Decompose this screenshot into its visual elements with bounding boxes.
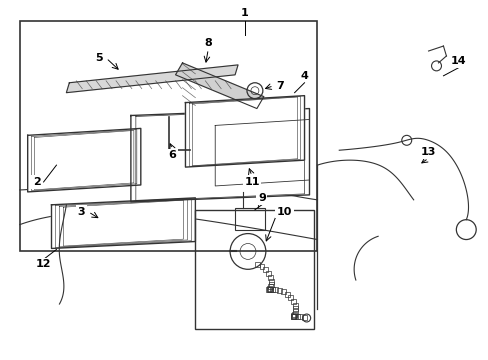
Bar (265, 271, 270, 276)
Bar (269, 287, 274, 292)
Bar (268, 279, 273, 284)
Bar (266, 287, 271, 292)
Bar (267, 287, 272, 292)
Bar (267, 275, 272, 280)
Bar (291, 313, 296, 318)
Text: 14: 14 (449, 56, 465, 66)
Polygon shape (66, 65, 238, 93)
Text: 7: 7 (275, 81, 283, 91)
Text: 3: 3 (77, 207, 85, 217)
Bar (288, 295, 293, 300)
Text: 1: 1 (241, 8, 248, 18)
Text: 12: 12 (36, 259, 51, 269)
Polygon shape (51, 198, 195, 248)
Bar (267, 284, 272, 289)
Bar (272, 287, 277, 292)
Polygon shape (185, 96, 304, 167)
Bar (255, 262, 260, 267)
Bar (259, 264, 264, 269)
Text: 4: 4 (300, 71, 308, 81)
Polygon shape (131, 109, 309, 202)
Bar (20, 21, 317, 251)
Bar (280, 289, 285, 294)
Bar (276, 288, 281, 293)
Bar (302, 315, 306, 320)
Polygon shape (175, 63, 264, 109)
Bar (268, 282, 273, 287)
Bar (235, 208, 264, 230)
Text: 9: 9 (257, 193, 265, 203)
Bar (285, 292, 289, 297)
Text: 6: 6 (168, 150, 176, 160)
Bar (298, 314, 303, 319)
Bar (263, 267, 267, 272)
Text: 10: 10 (276, 207, 292, 217)
Text: 11: 11 (244, 177, 259, 187)
Bar (266, 287, 271, 292)
Bar (290, 299, 295, 303)
Text: 5: 5 (95, 53, 103, 63)
Bar (292, 310, 297, 314)
Bar (293, 306, 298, 311)
Bar (290, 314, 296, 319)
Bar (291, 312, 297, 317)
Text: 2: 2 (33, 177, 41, 187)
Polygon shape (28, 129, 141, 192)
Bar (290, 314, 295, 319)
Bar (195, 210, 314, 329)
Bar (292, 314, 297, 319)
Bar (266, 286, 271, 291)
Bar (294, 314, 299, 319)
Text: 13: 13 (420, 147, 435, 157)
Text: 8: 8 (204, 38, 212, 48)
Bar (292, 302, 297, 307)
